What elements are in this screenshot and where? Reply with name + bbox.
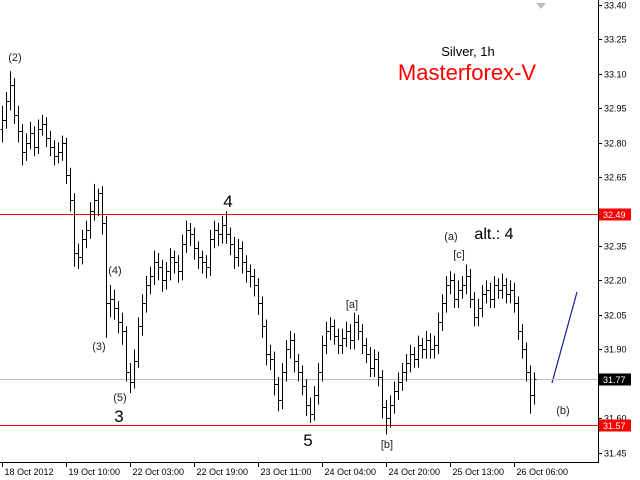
y-tick-label: 32.05 [604, 311, 627, 321]
wave-label: (a) [444, 231, 457, 243]
x-tick-label: 24 Oct 04:00 [325, 467, 377, 477]
wave-label: [c] [453, 249, 465, 261]
y-tick-label: 32.35 [604, 242, 627, 252]
y-tick-label: 32.65 [604, 173, 627, 183]
scroll-marker [536, 3, 546, 9]
x-tick-label: 24 Oct 20:00 [389, 467, 441, 477]
chart-subtitle: Masterforex-V [398, 60, 536, 85]
x-tick-label: 26 Oct 06:00 [517, 467, 569, 477]
wave-label: 4 [223, 192, 232, 211]
wave-label: (2) [8, 52, 21, 64]
y-tick-label: 31.90 [604, 345, 627, 355]
forecast-line [551, 291, 578, 384]
chart-title: Silver, 1h [441, 44, 494, 59]
price-label: 32.49 [603, 210, 626, 220]
wave-label: alt.: 4 [474, 226, 513, 243]
price-label: 31.57 [603, 421, 626, 431]
x-tick-label: 22 Oct 19:00 [197, 467, 249, 477]
y-tick-label: 31.60 [604, 414, 627, 424]
price-label-box [599, 373, 631, 386]
wave-label: (4) [108, 265, 121, 277]
y-tick-label: 31.45 [604, 449, 627, 459]
price-label-box [599, 419, 631, 432]
y-tick-label: 32.20 [604, 276, 627, 286]
y-tick-label: 33.10 [604, 70, 627, 80]
x-tick-label: 25 Oct 13:00 [453, 467, 505, 477]
x-tick-label: 22 Oct 03:00 [133, 467, 185, 477]
wave-label: (3) [92, 341, 105, 353]
y-tick-label: 32.95 [604, 104, 627, 114]
wave-label: (5) [113, 392, 126, 404]
wave-label: (b) [556, 405, 569, 417]
wave-label: [b] [381, 439, 393, 451]
price-label: 31.77 [603, 375, 626, 385]
wave-label: [a] [346, 299, 358, 311]
x-tick-label: 18 Oct 2012 [5, 467, 54, 477]
wave-label: 3 [114, 407, 123, 426]
y-tick-label: 33.25 [604, 35, 627, 45]
wave-label: 5 [303, 431, 312, 450]
x-tick-label: 23 Oct 11:00 [261, 467, 312, 477]
x-tick-label: 19 Oct 10:00 [69, 467, 121, 477]
y-tick-label: 33.40 [604, 1, 627, 11]
y-tick-label: 32.80 [604, 139, 627, 149]
price-label-box [599, 208, 631, 221]
